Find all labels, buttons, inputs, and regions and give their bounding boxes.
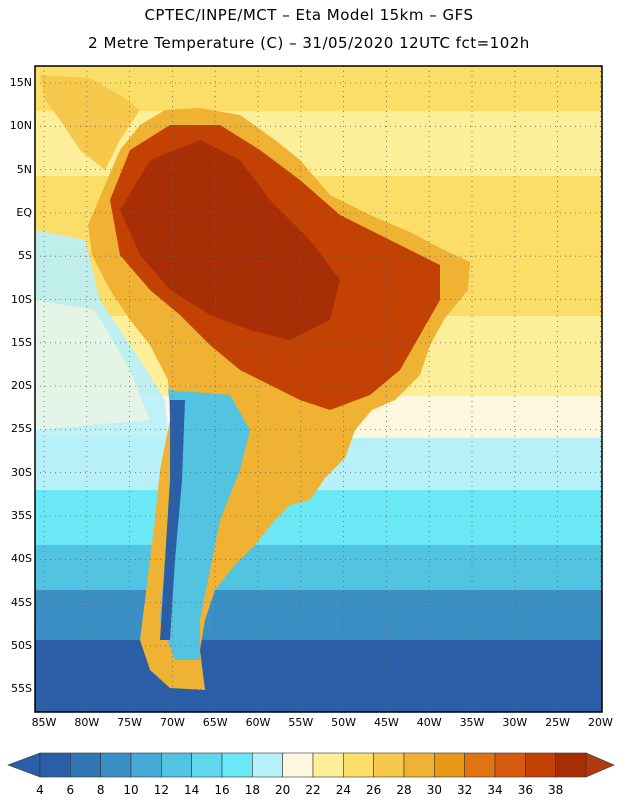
lat-label: 35S: [11, 509, 32, 522]
lon-label: 45W: [373, 716, 399, 729]
lat-label: 25S: [11, 422, 32, 436]
lon-label: 35W: [459, 716, 485, 729]
lat-label: 55S: [11, 682, 32, 696]
lat-label: 15S: [11, 335, 32, 349]
colorbar-swatch: [464, 752, 496, 778]
interior-hottest-region: [120, 140, 340, 340]
lat-label: 10S: [11, 292, 32, 306]
colorbar-swatch: [191, 752, 223, 778]
north-coast-warm: [40, 75, 140, 170]
colorbar-swatch: [161, 752, 192, 778]
map-title-line1: CPTEC/INPE/MCT – Eta Model 15km – GFS: [144, 6, 474, 24]
lat-label: 5S: [18, 249, 32, 263]
colorbar-swatch: [221, 752, 253, 778]
colorbar-tick-label: 30: [426, 783, 442, 797]
ocean-band-8: [35, 590, 602, 640]
colorbar-tick-label: 14: [184, 783, 200, 797]
lon-label: 60W: [245, 716, 271, 729]
colorbar-swatch: [434, 752, 465, 778]
colorbar-swatch: [373, 752, 405, 778]
lon-label: 20W: [587, 716, 613, 729]
map-title-line2: 2 Metre Temperature (C) – 31/05/2020 12U…: [88, 34, 530, 52]
colorbar-tick-label: 36: [517, 783, 533, 797]
colorbar-swatch: [282, 752, 314, 778]
colorbar-tick-label: 10: [123, 783, 139, 797]
lat-label: 20S: [11, 379, 32, 393]
lon-label: 25W: [545, 716, 571, 729]
colorbar-swatch: [343, 752, 374, 778]
lon-label: 75W: [117, 716, 143, 729]
lat-label: 10N: [9, 119, 32, 133]
colorbar-tick-label: 38: [548, 783, 564, 797]
colorbar-tick-label: 16: [214, 783, 230, 797]
colorbar-tick-label: 28: [396, 783, 412, 797]
andes-cold-strip: [160, 400, 185, 640]
lon-label: 50W: [331, 716, 357, 729]
lat-label: 40S: [11, 552, 32, 566]
colorbar-tick-label: 20: [275, 783, 291, 797]
colorbar-tick-label: 32: [457, 783, 473, 797]
lon-label: 80W: [74, 716, 100, 729]
colorbar-tick-label: 24: [335, 783, 351, 797]
lon-label: 65W: [202, 716, 228, 729]
colorbar-swatch: [312, 752, 344, 778]
colorbar-tick-label: 6: [66, 783, 75, 797]
ocean-band-6: [35, 640, 602, 712]
colorbar-swatch: [525, 752, 556, 778]
lon-label: 55W: [288, 716, 314, 729]
lat-label: 15N: [9, 76, 32, 89]
lat-label: 30S: [11, 465, 32, 479]
colorbar-tick-label: 4: [36, 783, 44, 797]
lat-label: 5N: [16, 162, 32, 176]
colorbar-swatch: [100, 752, 132, 778]
map-frame: [34, 65, 603, 713]
lat-label: EQ: [16, 205, 32, 219]
lon-label: 85W: [31, 716, 57, 729]
colorbar-swatch: [130, 752, 162, 778]
colorbar-tick-label: 22: [305, 783, 321, 797]
colorbar-swatch: [39, 752, 71, 778]
colorbar-tick-label: 12: [153, 783, 169, 797]
ocean-band-12: [35, 545, 602, 590]
colorbar-low-arrow: [7, 752, 41, 778]
lat-label: 50S: [11, 638, 32, 652]
colorbar-swatch: [252, 752, 283, 778]
colorbar-swatch: [403, 752, 435, 778]
lat-label: 45S: [11, 595, 32, 609]
colorbar-swatch: [70, 752, 101, 778]
colorbar-tick-label: 8: [96, 783, 105, 797]
lon-label: 40W: [416, 716, 442, 729]
ocean-band-16: [35, 490, 602, 545]
lon-label: 70W: [159, 716, 185, 729]
colorbar-tick-label: 26: [366, 783, 382, 797]
colorbar: [7, 752, 615, 778]
colorbar-high-arrow: [585, 752, 615, 778]
pacific-mild-water: [35, 300, 150, 430]
colorbar-tick-label: 34: [487, 783, 503, 797]
colorbar-swatch: [555, 752, 587, 778]
lon-label: 30W: [502, 716, 528, 729]
colorbar-swatch: [494, 752, 526, 778]
colorbar-tick-label: 18: [244, 783, 260, 797]
